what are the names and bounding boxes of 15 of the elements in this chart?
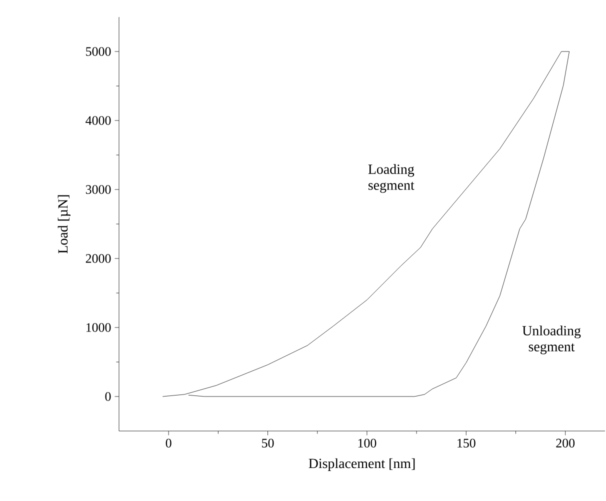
y-tick-label: 4000 (86, 116, 111, 125)
x-axis-title: Displacement [nm] (308, 458, 415, 471)
y-tick-label: 5000 (86, 47, 111, 56)
x-tick-label: 0 (166, 438, 172, 448)
annotation: Loading segment (368, 164, 414, 193)
x-tick-label: 100 (358, 438, 376, 448)
x-tick-label: 150 (458, 438, 476, 448)
annotation: Unloading segment (522, 326, 581, 354)
y-tick-label: 3000 (86, 185, 111, 194)
y-tick-label: 0 (105, 392, 111, 401)
x-tick-label: 200 (556, 438, 575, 448)
x-tick-label: 50 (262, 438, 274, 448)
y-tick-label: 1000 (86, 323, 111, 332)
y-tick-label: 2000 (86, 254, 111, 263)
y-axis-title: Load [µN] (58, 195, 70, 254)
